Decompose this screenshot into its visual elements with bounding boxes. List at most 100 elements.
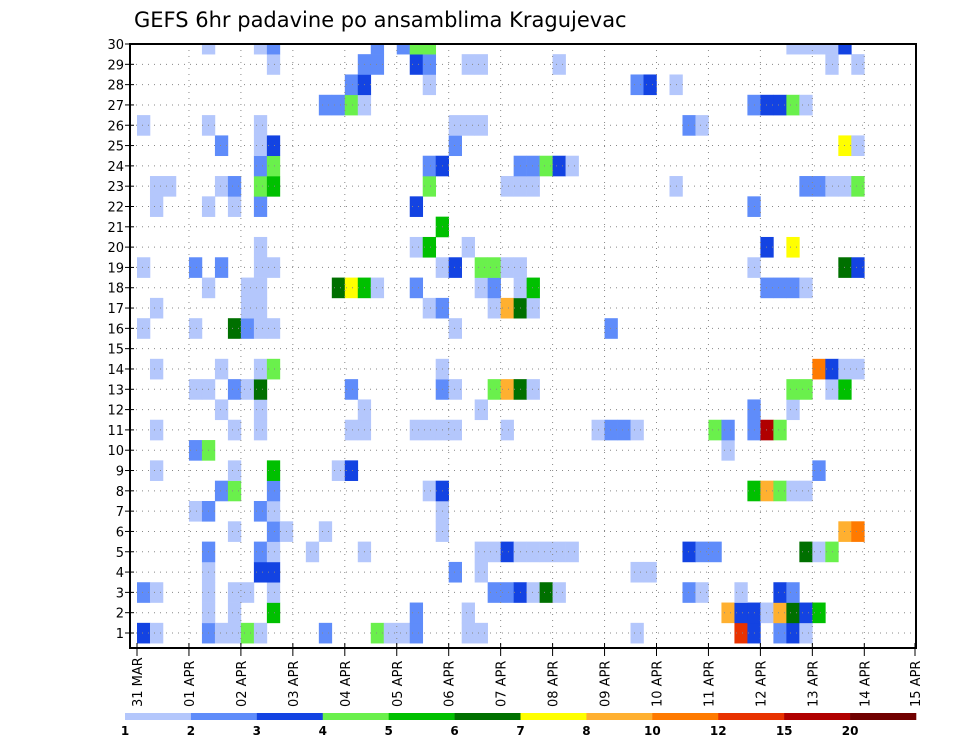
heatmap-cell (253, 115, 268, 136)
heatmap-cell (214, 399, 229, 421)
heatmap-cell (773, 602, 787, 624)
heatmap-cell (552, 155, 566, 177)
heatmap-cell (331, 94, 346, 116)
heatmap-cell (253, 236, 268, 258)
heatmap-cell (786, 480, 800, 502)
heatmap-cell (500, 379, 514, 400)
colorbar-segment (586, 713, 653, 720)
heatmap-cell (643, 561, 657, 583)
heatmap-cell (604, 318, 618, 339)
heatmap-cell (370, 54, 385, 75)
heatmap-cell (149, 196, 164, 217)
heatmap-cell (851, 176, 865, 197)
heatmap-cell (253, 277, 268, 299)
heatmap-cell (266, 460, 281, 481)
heatmap-cell (137, 257, 151, 278)
heatmap-cell (799, 602, 813, 624)
heatmap-cell (461, 602, 475, 624)
x-tick-label: 06 APR (443, 661, 458, 707)
heatmap-cell (227, 196, 242, 217)
y-tick-label: 14 (107, 363, 124, 378)
heatmap-cell (474, 561, 488, 583)
heatmap-cell (812, 541, 826, 563)
heatmap-cell (734, 582, 748, 603)
heatmap-cell (137, 115, 151, 136)
heatmap-cell (786, 236, 800, 258)
heatmap-cell (552, 541, 566, 563)
heatmap-cell (253, 561, 268, 583)
y-tick-label: 17 (107, 302, 124, 317)
heatmap-cell (266, 155, 281, 177)
heatmap-cell (851, 135, 865, 157)
heatmap-cell (409, 54, 424, 75)
y-tick-label: 15 (107, 343, 124, 358)
heatmap-cell (734, 622, 748, 644)
heatmap-cell (734, 602, 748, 624)
heatmap-cell (344, 460, 359, 481)
heatmap-cell (721, 440, 735, 461)
y-tick-label: 27 (107, 99, 124, 114)
heatmap-cell (851, 521, 865, 542)
chart-title: GEFS 6hr padavine po ansamblima Kragujev… (134, 8, 627, 32)
heatmap-cell (266, 500, 281, 522)
heatmap-cell (799, 94, 813, 116)
x-tick-label: 12 APR (754, 661, 769, 707)
heatmap-cell (266, 54, 281, 75)
heatmap-cell (786, 44, 800, 55)
heatmap-cell (266, 521, 281, 542)
heatmap-cell (539, 582, 553, 603)
heatmap-cell (266, 176, 281, 197)
heatmap-cell (149, 297, 164, 319)
heatmap-cell (266, 541, 281, 563)
heatmap-cell (448, 135, 462, 157)
heatmap-cell (253, 541, 268, 563)
heatmap-cell (448, 318, 462, 339)
heatmap-cell (240, 622, 255, 644)
heatmap-cell (253, 176, 268, 197)
y-tick-label: 1 (116, 627, 124, 642)
heatmap-cell (565, 541, 579, 563)
y-tick-label: 18 (107, 282, 124, 297)
heatmap-cell (396, 622, 411, 644)
heatmap-cell (630, 74, 644, 96)
heatmap-cell (422, 176, 437, 197)
heatmap-cell (448, 419, 462, 441)
colorbar-label: 3 (253, 724, 261, 738)
x-tick-label: 31 MAR (131, 657, 146, 707)
heatmap-cell (162, 176, 177, 197)
y-tick-label: 21 (107, 221, 124, 236)
heatmap-cell (760, 94, 774, 116)
heatmap-cell (253, 379, 268, 400)
heatmap-cell (266, 257, 281, 278)
heatmap-cell (409, 277, 424, 299)
heatmap-cell (409, 602, 424, 624)
x-tick-label: 09 APR (599, 661, 614, 707)
heatmap-cell (760, 480, 774, 502)
heatmap-cell (188, 440, 203, 461)
heatmap-cell (344, 379, 359, 400)
heatmap-cell (253, 318, 268, 339)
heatmap-cell (526, 155, 540, 177)
colorbar-segment (125, 713, 192, 720)
heatmap-cell (461, 622, 475, 644)
y-tick-label: 3 (116, 586, 124, 601)
heatmap-cell (526, 176, 540, 197)
heatmap-cell (409, 196, 424, 217)
y-tick-label: 10 (107, 444, 124, 459)
colorbar-segment (256, 713, 324, 720)
colorbar-segment (652, 713, 719, 720)
heatmap-cell (422, 44, 437, 55)
colorbar-label: 20 (842, 724, 859, 738)
heatmap-cell (422, 480, 437, 502)
y-tick-label: 25 (107, 140, 124, 155)
heatmap-cell (214, 480, 229, 502)
heatmap-cell (799, 379, 813, 400)
y-tick-label: 30 (107, 38, 124, 53)
heatmap-cell (682, 582, 696, 603)
heatmap-cell (227, 582, 242, 603)
y-tick-label: 12 (107, 404, 124, 419)
heatmap-cell (149, 358, 164, 380)
heatmap-cell (487, 297, 501, 319)
colorbar-label: 12 (710, 724, 727, 738)
heatmap-cell (227, 460, 242, 481)
